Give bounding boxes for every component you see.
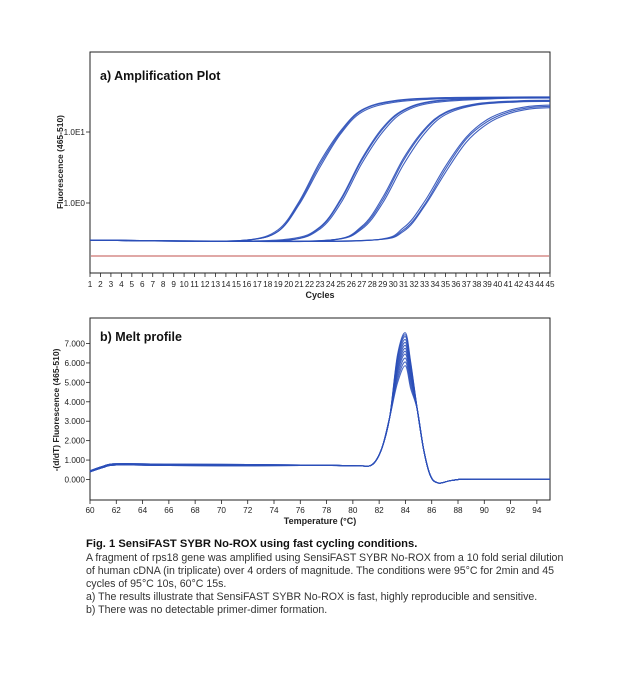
melt-x-tick-label: 86 — [427, 506, 437, 515]
amplification-x-tick-label: 12 — [200, 280, 210, 289]
amplification-x-tick-label: 41 — [504, 280, 514, 289]
amplification-x-tick-label: 5 — [130, 280, 135, 289]
amplification-x-tick-label: 7 — [150, 280, 155, 289]
melt-x-tick-label: 68 — [191, 506, 201, 515]
melt-title: b) Melt profile — [100, 330, 182, 344]
amplification-x-tick-label: 32 — [410, 280, 420, 289]
melt-x-tick-label: 92 — [506, 506, 516, 515]
amplification-x-tick-label: 38 — [472, 280, 482, 289]
melt-x-tick-label: 84 — [401, 506, 411, 515]
melt-x-tick-label: 88 — [453, 506, 463, 515]
melt-curve — [89, 365, 551, 484]
amplification-series-group — [89, 96, 551, 243]
melt-x-tick-label: 60 — [85, 506, 95, 515]
caption-body: A fragment of rps18 gene was amplified u… — [86, 552, 564, 590]
amplification-x-tick-label: 37 — [462, 280, 472, 289]
amplification-x-tick-label: 43 — [525, 280, 535, 289]
amplification-chart: a) Amplification Plot Fluorescence (465-… — [55, 51, 555, 300]
melt-series-group — [89, 332, 551, 484]
melt-x-ticks: 60 62 64 66 68 70 72 74 76 78 80 82 84 86 88 90 92 94 — [85, 500, 542, 515]
melt-plot-frame — [89, 317, 551, 501]
amplification-x-tick-label: 45 — [545, 280, 555, 289]
caption-note-a: a) The results illustrate that SensiFAST… — [86, 591, 538, 603]
amplification-x-tick-label: 23 — [315, 280, 325, 289]
amplification-curve — [89, 104, 551, 243]
amplification-x-tick-label: 21 — [295, 280, 305, 289]
amplification-x-tick-label: 19 — [274, 280, 284, 289]
amplification-x-axis-label: Cycles — [305, 290, 334, 300]
amplification-x-tick-label: 44 — [535, 280, 545, 289]
amplification-y-tick-label: 1.0E0 — [64, 199, 86, 208]
figure-plots: a) Amplification Plot Fluorescence (465-… — [51, 51, 555, 526]
melt-x-tick-label: 76 — [296, 506, 306, 515]
melt-x-tick-label: 74 — [269, 506, 279, 515]
amplification-x-tick-label: 2 — [98, 280, 103, 289]
melt-x-tick-label: 64 — [138, 506, 148, 515]
amplification-x-tick-label: 20 — [284, 280, 294, 289]
amplification-title: a) Amplification Plot — [100, 69, 221, 83]
amplification-x-tick-label: 33 — [420, 280, 430, 289]
amplification-x-tick-label: 30 — [389, 280, 399, 289]
amplification-x-tick-label: 1 — [88, 280, 93, 289]
amplification-x-tick-label: 22 — [305, 280, 315, 289]
figure-caption: Fig. 1 SensiFAST SYBR No-ROX using fast … — [86, 538, 566, 617]
amplification-x-tick-label: 13 — [211, 280, 221, 289]
melt-y-axis-label: -(d/dT) Fluorescence (465-510) — [51, 348, 61, 471]
amplification-x-tick-label: 17 — [253, 280, 263, 289]
melt-y-tick-label: 4.000 — [65, 398, 86, 407]
melt-x-axis-label: Temperature (°C) — [284, 516, 356, 526]
amplification-y-ticks: 1.0E1 1.0E0 — [64, 128, 90, 208]
melt-x-tick-label: 90 — [480, 506, 490, 515]
amplification-x-tick-label: 14 — [221, 280, 231, 289]
melt-x-tick-label: 94 — [532, 506, 542, 515]
amplification-x-tick-label: 29 — [378, 280, 388, 289]
amplification-x-tick-label: 24 — [326, 280, 336, 289]
amplification-y-tick-label: 1.0E1 — [64, 128, 86, 137]
amplification-x-tick-label: 26 — [347, 280, 357, 289]
amplification-x-tick-label: 34 — [430, 280, 440, 289]
amplification-x-tick-label: 39 — [483, 280, 493, 289]
melt-y-tick-label: 7.000 — [65, 340, 86, 349]
amplification-x-tick-label: 11 — [190, 280, 199, 289]
melt-y-tick-label: 0.000 — [65, 476, 86, 485]
melt-x-tick-label: 78 — [322, 506, 332, 515]
amplification-x-tick-label: 18 — [263, 280, 273, 289]
amplification-x-tick-label: 3 — [109, 280, 114, 289]
amplification-x-tick-label: 31 — [399, 280, 409, 289]
melt-x-tick-label: 70 — [217, 506, 227, 515]
melt-y-tick-label: 2.000 — [65, 437, 86, 446]
amplification-x-tick-label: 8 — [161, 280, 166, 289]
amplification-x-tick-label: 4 — [119, 280, 124, 289]
amplification-x-ticks: 1 2 3 4 5 6 7 8 9 10 11 12 13 14 15 16 17 18 19 20 21 22 23 24 2… — [88, 273, 555, 289]
amplification-x-tick-label: 36 — [451, 280, 461, 289]
melt-y-tick-label: 6.000 — [65, 359, 86, 368]
melt-x-tick-label: 72 — [243, 506, 253, 515]
amplification-x-tick-label: 27 — [357, 280, 367, 289]
melt-y-tick-label: 3.000 — [65, 417, 86, 426]
melt-x-tick-label: 62 — [112, 506, 122, 515]
amplification-x-tick-label: 42 — [514, 280, 524, 289]
melt-x-tick-label: 80 — [348, 506, 358, 515]
amplification-x-tick-label: 15 — [232, 280, 242, 289]
amplification-x-tick-label: 10 — [180, 280, 190, 289]
amplification-y-axis-label: Fluorescence (465-510) — [55, 115, 65, 209]
melt-x-tick-label: 82 — [375, 506, 385, 515]
amplification-x-tick-label: 28 — [368, 280, 378, 289]
amplification-x-tick-label: 25 — [336, 280, 346, 289]
amplification-x-tick-label: 35 — [441, 280, 451, 289]
melt-chart: b) Melt profile -(d/dT) Fluorescence (46… — [51, 317, 551, 526]
melt-y-ticks: 7.000 6.000 5.000 4.000 3.000 2.000 1.000 0.000 — [65, 340, 90, 485]
amplification-x-tick-label: 16 — [242, 280, 252, 289]
melt-y-tick-label: 5.000 — [65, 378, 86, 387]
caption-note-b: b) There was no detectable primer-dimer … — [86, 604, 328, 616]
melt-y-tick-label: 1.000 — [65, 456, 86, 465]
amplification-x-tick-label: 6 — [140, 280, 145, 289]
amplification-x-tick-label: 40 — [493, 280, 503, 289]
amplification-x-tick-label: 9 — [171, 280, 176, 289]
melt-x-tick-label: 66 — [164, 506, 174, 515]
caption-title: Fig. 1 SensiFAST SYBR No-ROX using fast … — [86, 538, 418, 550]
